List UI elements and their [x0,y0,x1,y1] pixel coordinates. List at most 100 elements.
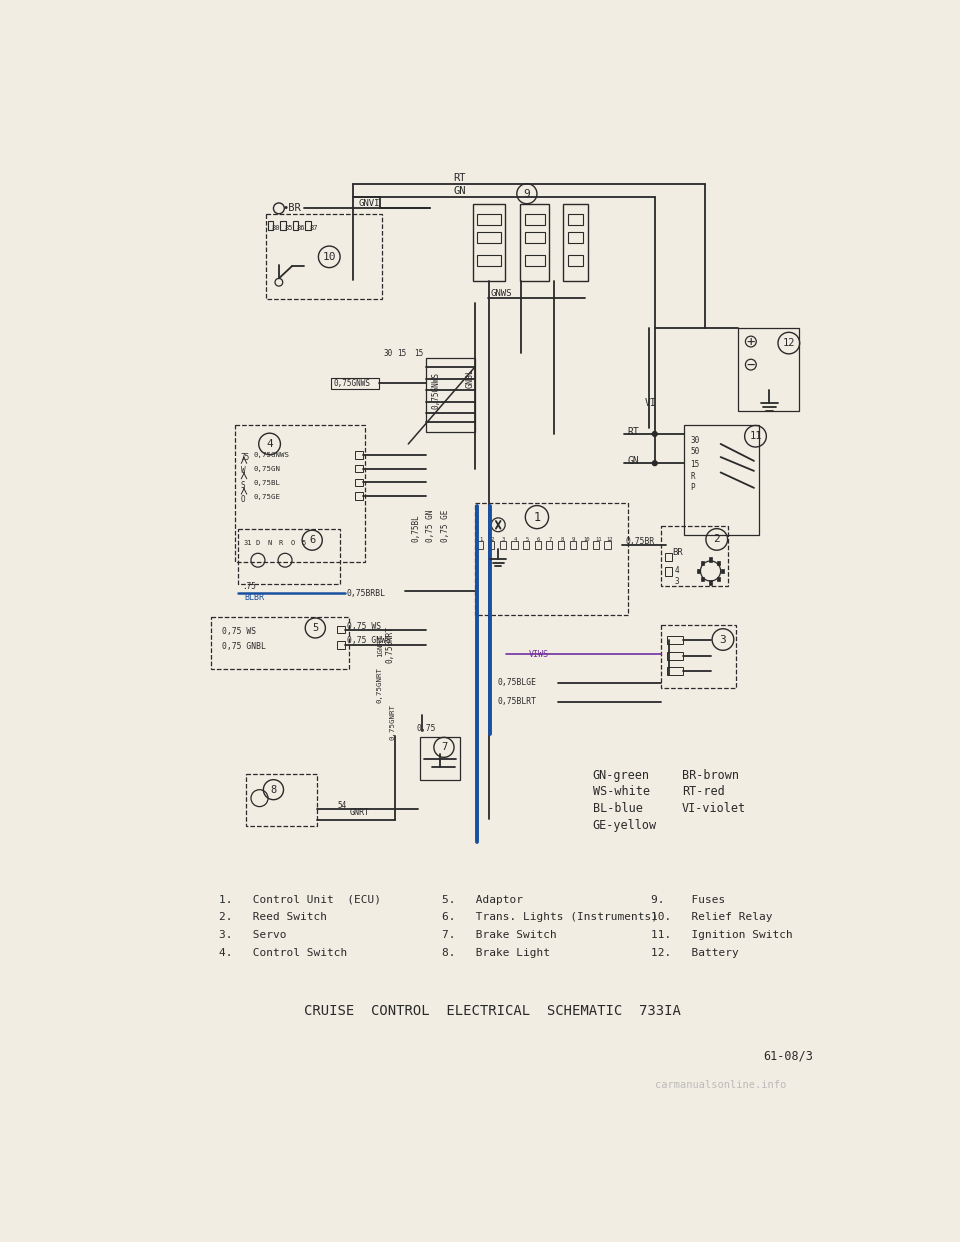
Text: 31: 31 [244,540,252,546]
Text: 30: 30 [383,349,393,358]
Text: 15: 15 [690,461,700,469]
Text: 0,75GNRT: 0,75GNRT [385,626,395,663]
Text: 9: 9 [523,189,530,199]
Bar [701,560,704,565]
Bar [546,542,552,549]
Text: 5: 5 [301,540,305,546]
Bar [355,465,363,472]
Text: 12: 12 [607,537,613,542]
Text: 3.   Servo: 3. Servo [219,930,287,940]
Text: VI-violet: VI-violet [682,802,746,816]
Text: 0,75GE: 0,75GE [253,494,280,501]
Text: GN-green: GN-green [592,769,650,781]
Bar [523,542,529,549]
Bar [305,221,311,230]
Bar [684,425,759,535]
Text: 5: 5 [312,623,319,633]
Text: 11.   Ignition Switch: 11. Ignition Switch [651,930,793,940]
Text: 15: 15 [397,349,407,358]
Text: 8: 8 [561,537,564,542]
Bar [211,617,349,668]
Text: 0,75BL: 0,75BL [412,514,420,542]
Text: 50: 50 [690,447,700,456]
Bar [280,221,286,230]
Bar [701,576,704,581]
Text: 54: 54 [337,801,347,810]
Text: 6: 6 [537,537,540,542]
Text: 7.   Brake Switch: 7. Brake Switch [442,930,557,940]
Text: VI: VI [645,399,657,409]
Text: 8: 8 [271,785,276,795]
Bar [581,542,588,549]
Text: 0,75 GNBL: 0,75 GNBL [223,642,266,651]
Text: 0,75BL: 0,75BL [253,481,280,486]
Text: 7: 7 [548,537,552,542]
Bar [475,503,629,615]
Text: 0,75GNWS: 0,75GNWS [253,452,289,458]
Text: 11: 11 [749,431,761,441]
Text: 4: 4 [266,438,273,448]
Text: 5: 5 [525,537,529,542]
Text: BR-brown: BR-brown [682,769,739,781]
Text: GN: GN [453,186,466,196]
Text: 12.   Battery: 12. Battery [651,948,738,958]
Bar [524,215,544,225]
Bar [660,625,736,688]
Bar [717,576,720,581]
Text: N: N [267,540,272,546]
Bar [488,542,494,549]
Text: WS-white: WS-white [592,785,650,799]
Text: 0,75GNRT: 0,75GNRT [376,667,383,703]
Bar [234,425,365,561]
Bar [524,232,544,243]
Bar [238,529,340,584]
Bar [564,205,588,282]
Text: 0,75GNWS: 0,75GNWS [432,373,441,410]
Bar [738,328,799,411]
Text: 0,75: 0,75 [417,724,437,733]
Bar [605,542,611,549]
Bar [477,256,500,266]
Text: 0,75BRBL: 0,75BRBL [347,589,385,597]
Bar [667,667,683,674]
Text: 8.   Brake Light: 8. Brake Light [442,948,550,958]
Bar [717,560,720,565]
Text: 0,75BLGE: 0,75BLGE [497,678,537,687]
Bar [266,215,382,299]
Text: R: R [278,540,283,546]
Circle shape [653,432,657,436]
Text: 2.   Reed Switch: 2. Reed Switch [219,913,327,923]
Text: 0,75GN: 0,75GN [253,466,280,472]
Text: VIWS: VIWS [529,651,549,660]
Text: 87: 87 [309,225,318,231]
Text: 4.   Control Switch: 4. Control Switch [219,948,348,958]
Text: −: − [746,358,755,371]
Text: 0,75BR: 0,75BR [625,538,655,546]
Bar [355,451,363,458]
Bar [558,542,564,549]
Text: 10: 10 [323,252,336,262]
Text: 3: 3 [720,635,727,645]
Text: 1.   Control Unit  (ECU): 1. Control Unit (ECU) [219,894,381,904]
Text: 1GNRT: 1GNRT [376,635,383,657]
Bar [337,626,345,633]
Text: 12: 12 [782,338,795,348]
Text: 4: 4 [514,537,516,542]
Bar [293,221,299,230]
Text: O: O [241,494,246,504]
Text: 80: 80 [272,225,280,231]
Text: D: D [255,540,260,546]
Bar [592,542,599,549]
Bar [535,542,540,549]
Bar [268,221,274,230]
Bar [568,215,584,225]
Text: •BR: •BR [283,204,301,214]
Text: 0,75 WS: 0,75 WS [223,626,256,636]
Text: RT-red: RT-red [682,785,725,799]
Text: GNBL: GNBL [466,368,475,388]
Text: GNVI: GNVI [359,199,380,209]
Text: 0,75GNWS: 0,75GNWS [334,379,371,388]
Text: RT: RT [453,174,466,184]
Text: BLBR: BLBR [244,592,264,601]
Bar [665,568,672,575]
